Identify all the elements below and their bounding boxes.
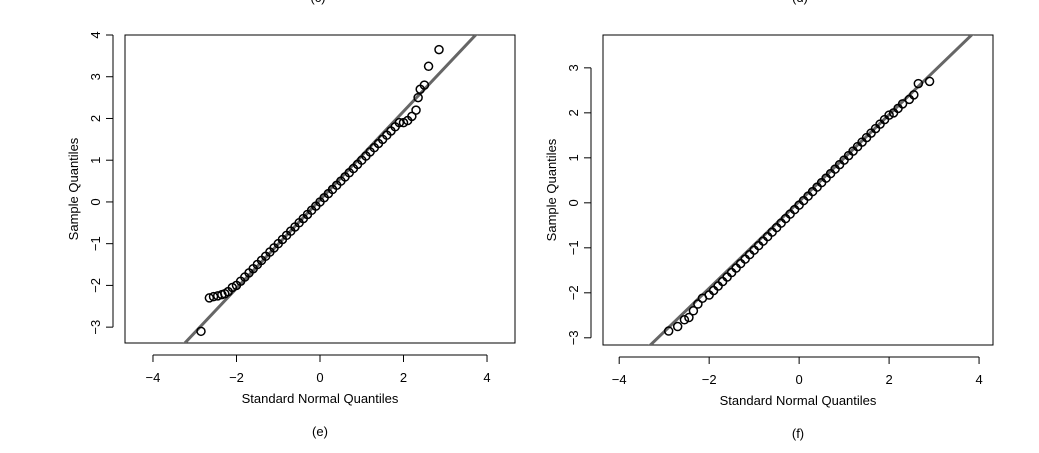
x-tick-label: 4 — [975, 372, 982, 387]
point — [411, 105, 421, 115]
caption: (f) — [792, 426, 804, 441]
y-tick-label: −1 — [88, 236, 103, 251]
x-tick-label: −4 — [146, 370, 161, 385]
point — [688, 306, 699, 316]
point — [713, 281, 723, 291]
point — [731, 263, 741, 273]
reference-line — [182, 35, 478, 343]
x-axis-label: Standard Normal Quantiles — [720, 393, 877, 408]
y-tick-label: −3 — [566, 330, 581, 345]
y-axis-label: Sample Quantiles — [66, 137, 81, 240]
point — [726, 267, 737, 278]
plot-box — [602, 34, 994, 346]
point — [735, 258, 746, 269]
point — [693, 299, 703, 309]
point — [704, 290, 714, 300]
partial-caption: (c) — [310, 0, 325, 5]
y-tick-label: 0 — [88, 198, 103, 205]
point — [196, 326, 206, 337]
x-tick-label: 0 — [796, 372, 803, 387]
point — [753, 240, 764, 251]
point — [924, 76, 935, 87]
point — [434, 44, 444, 55]
x-tick-label: 4 — [483, 370, 490, 385]
point — [717, 276, 728, 287]
y-tick-label: 2 — [88, 115, 103, 122]
point — [423, 61, 434, 72]
y-tick-label: 3 — [566, 64, 581, 71]
y-tick-label: 1 — [566, 154, 581, 161]
point — [684, 312, 694, 323]
point — [672, 321, 683, 332]
point — [884, 110, 894, 120]
point — [744, 249, 755, 260]
y-tick-label: −1 — [566, 240, 581, 255]
x-tick-label: 2 — [400, 370, 407, 385]
x-tick-label: 2 — [885, 372, 892, 387]
y-tick-label: 0 — [566, 199, 581, 206]
point — [663, 326, 674, 336]
x-tick-label: −2 — [702, 372, 717, 387]
point — [413, 92, 423, 103]
y-tick-label: −2 — [566, 285, 581, 300]
point — [740, 254, 750, 264]
caption: (e) — [312, 424, 328, 439]
point — [897, 99, 908, 109]
y-tick-label: 1 — [88, 157, 103, 164]
point — [749, 245, 759, 255]
y-tick-label: 4 — [88, 31, 103, 38]
point — [679, 315, 690, 325]
point — [204, 293, 215, 303]
x-axis-label: Standard Normal Quantiles — [242, 391, 399, 406]
y-tick-label: 3 — [88, 73, 103, 80]
y-axis-label: Sample Quantiles — [544, 138, 559, 241]
x-tick-label: −2 — [229, 370, 244, 385]
x-tick-label: −4 — [612, 372, 627, 387]
plot-box — [124, 34, 516, 344]
y-tick-label: −3 — [88, 320, 103, 335]
point — [208, 291, 219, 302]
reference-line — [648, 35, 974, 345]
point — [909, 90, 919, 100]
x-tick-label: 0 — [316, 370, 323, 385]
point — [722, 272, 732, 282]
point — [394, 117, 405, 128]
y-tick-label: −2 — [88, 278, 103, 293]
point — [419, 80, 430, 90]
point — [708, 285, 719, 296]
partial-caption: (d) — [792, 0, 808, 5]
y-tick-label: 2 — [566, 109, 581, 116]
point — [913, 78, 924, 89]
